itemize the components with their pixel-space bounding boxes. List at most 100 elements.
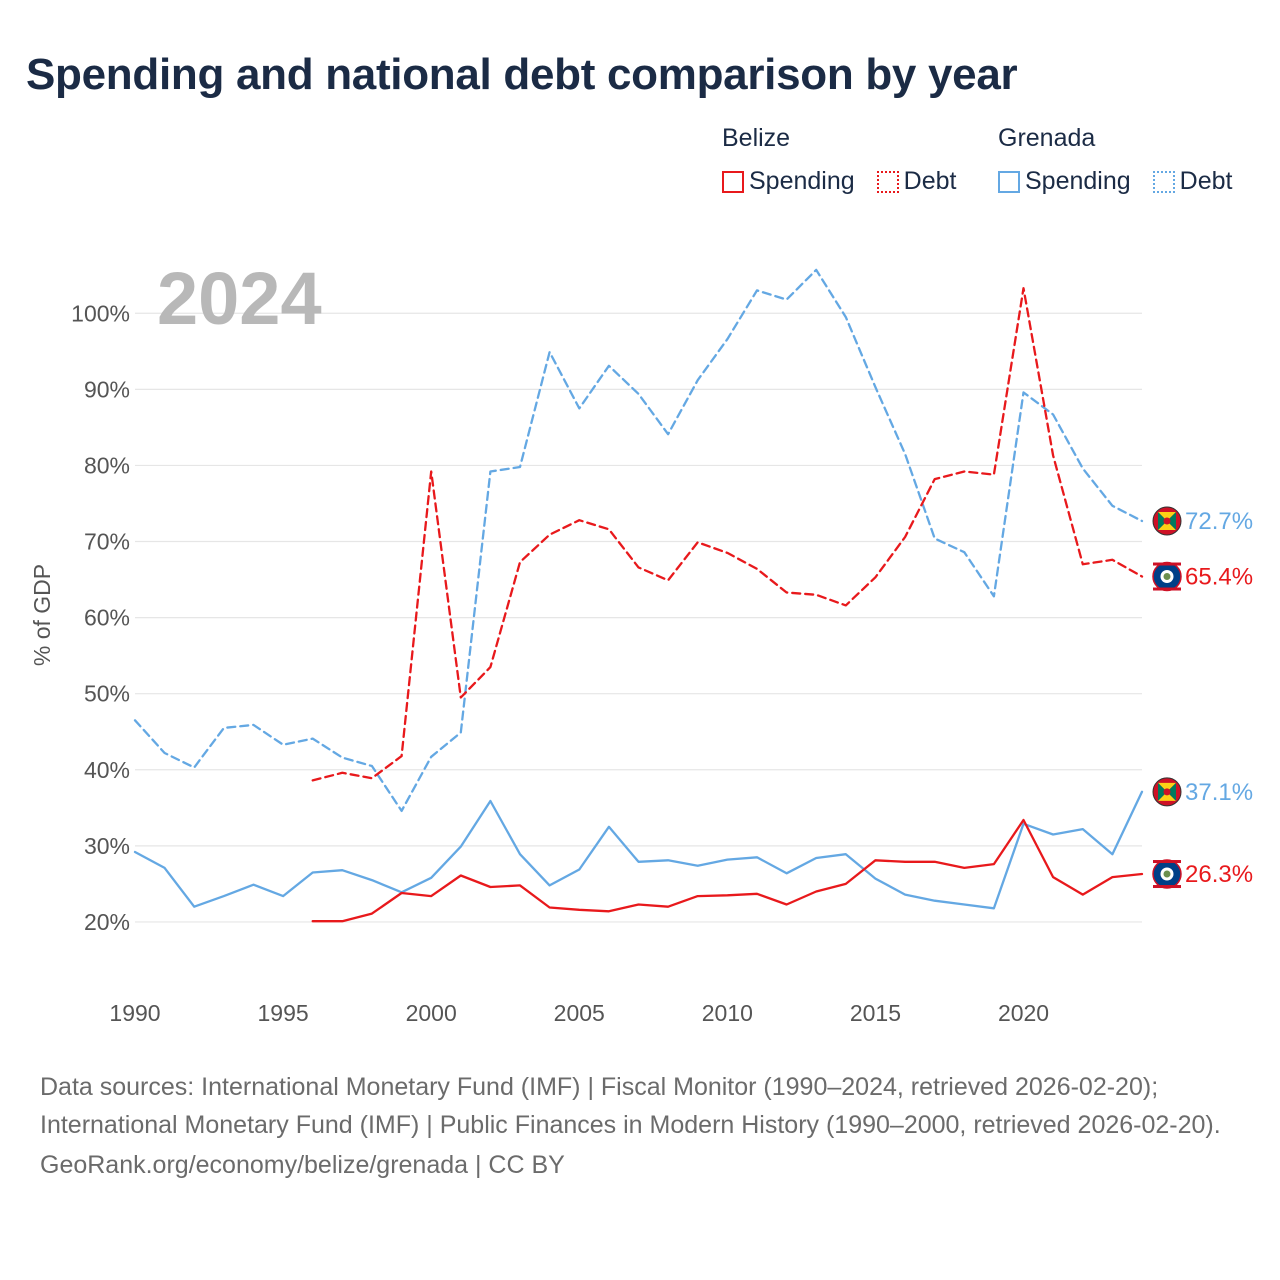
- data-point: [132, 849, 138, 855]
- data-point: [547, 349, 553, 355]
- data-point: [872, 574, 878, 580]
- data-point: [162, 865, 168, 871]
- series-layer: [132, 267, 1145, 924]
- data-point: [991, 905, 997, 911]
- data-point: [724, 892, 730, 898]
- data-point: [576, 866, 582, 872]
- data-point: [872, 384, 878, 390]
- data-point: [310, 870, 316, 876]
- data-point: [991, 593, 997, 599]
- data-point: [665, 431, 671, 437]
- data-point: [487, 798, 493, 804]
- data-point: [517, 851, 523, 857]
- data-point: [428, 754, 434, 760]
- data-point: [458, 873, 464, 879]
- data-point: [576, 405, 582, 411]
- data-point: [665, 904, 671, 910]
- legend-swatch-solid-icon: [998, 170, 1020, 193]
- data-point: [991, 472, 997, 478]
- series-line-grenada-debt: [133, 268, 1144, 813]
- data-point: [902, 451, 908, 457]
- data-point: [1139, 518, 1145, 524]
- data-point: [1139, 871, 1145, 877]
- legend-swatch-solid-icon: [722, 170, 744, 193]
- data-point: [310, 736, 316, 742]
- axis-layer: 20% 30% 40% 50% 60% 70% 80% 90% 100% 1990 1995 2000…: [71, 300, 1049, 1026]
- data-point: [399, 808, 405, 814]
- data-point: [784, 590, 790, 596]
- data-point: [428, 875, 434, 881]
- data-point: [1021, 285, 1027, 291]
- data-point: [517, 559, 523, 565]
- data-point: [428, 893, 434, 899]
- data-point: [902, 534, 908, 540]
- legend-label: Spending: [749, 167, 855, 195]
- data-point: [1080, 892, 1086, 898]
- data-point: [872, 857, 878, 863]
- data-point: [872, 876, 878, 882]
- y-tick-label: 100%: [71, 300, 130, 326]
- data-point: [339, 918, 345, 924]
- data-point: [754, 566, 760, 572]
- legend-country-belize: Belize: [722, 124, 791, 152]
- belize-flag-icon: [1152, 561, 1182, 592]
- data-point: [724, 857, 730, 863]
- data-point: [428, 469, 434, 475]
- marker-layer: 72.7% 65.4% 37.1% 26.3%: [1152, 506, 1253, 889]
- legend-item-grenada-spending[interactable]: Spending: [998, 167, 1131, 196]
- data-point: [695, 377, 701, 383]
- data-point: [991, 861, 997, 867]
- data-point: [1050, 453, 1056, 459]
- footer: Data sources: International Monetary Fun…: [40, 1068, 1240, 1184]
- end-value-label: 65.4%: [1185, 564, 1253, 591]
- data-point: [280, 742, 286, 748]
- data-point: [458, 730, 464, 736]
- data-point: [369, 877, 375, 883]
- data-point: [1021, 817, 1027, 823]
- year-watermark: 2024: [157, 257, 322, 340]
- data-point: [1139, 789, 1145, 795]
- credit-link[interactable]: GeoRank.org/economy/belize/grenada | CC …: [40, 1151, 565, 1179]
- y-tick-label: 90%: [84, 376, 130, 402]
- grenada-flag-icon: [1152, 506, 1182, 536]
- data-point: [606, 824, 612, 830]
- data-point: [132, 717, 138, 723]
- legend-label: Spending: [1025, 167, 1131, 195]
- y-tick-label: 80%: [84, 452, 130, 478]
- data-point: [636, 564, 642, 570]
- data-point: [754, 891, 760, 897]
- data-point: [399, 753, 405, 759]
- data-point: [487, 664, 493, 670]
- x-tick-label: 2000: [406, 1000, 457, 1026]
- data-point: [606, 363, 612, 369]
- data-point: [369, 763, 375, 769]
- data-point: [754, 287, 760, 293]
- data-point: [784, 870, 790, 876]
- data-point: [724, 336, 730, 342]
- data-point: [932, 859, 938, 865]
- data-point: [813, 267, 819, 273]
- data-point: [1050, 831, 1056, 837]
- data-point: [636, 859, 642, 865]
- data-point: [1021, 389, 1027, 395]
- data-point: [458, 844, 464, 850]
- data-point: [280, 893, 286, 899]
- legend-item-grenada-debt[interactable]: Debt: [1152, 167, 1233, 196]
- data-point: [547, 532, 553, 538]
- data-point: [813, 592, 819, 598]
- data-point: [695, 539, 701, 545]
- data-point: [606, 526, 612, 532]
- legend-group-belize: Belize Spending Debt: [722, 124, 956, 196]
- y-tick-label: 40%: [84, 757, 130, 783]
- series-line-belize-debt: [311, 287, 1144, 782]
- data-point: [843, 314, 849, 320]
- data-point: [665, 577, 671, 583]
- data-point: [665, 857, 671, 863]
- data-point: [487, 469, 493, 475]
- legend-label: Debt: [1179, 167, 1233, 195]
- data-point: [932, 898, 938, 904]
- legend-item-belize-spending[interactable]: Spending: [722, 167, 855, 196]
- data-point: [369, 911, 375, 917]
- chart-title: Spending and national debt comparison by…: [26, 50, 1018, 99]
- legend-item-belize-debt[interactable]: Debt: [876, 167, 956, 196]
